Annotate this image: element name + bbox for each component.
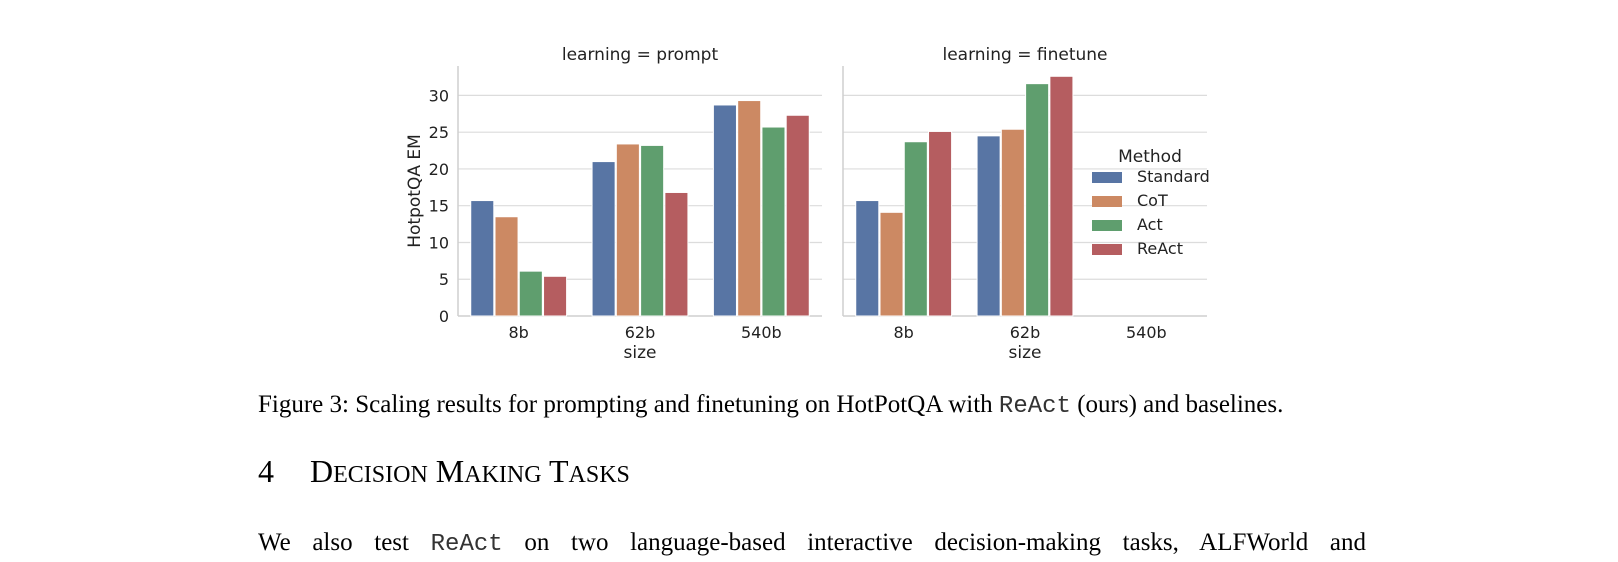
figure-caption: Figure 3: Scaling results for prompting … [258,390,1368,422]
panel-title: learning = finetune [942,45,1107,65]
x-tick-label: 8b [893,323,913,342]
y-tick-label: 20 [429,160,449,179]
y-tick-label: 15 [429,197,449,216]
caption-text-before: Scaling results for prompting and finetu… [355,391,993,418]
bar-standard-62b [976,135,1001,317]
x-tick-label: 62b [1010,323,1041,342]
x-tick-label: 540b [741,323,782,342]
bar-standard-540b [712,104,737,317]
bar-act-8b [518,270,543,317]
x-axis-label: size [1009,343,1042,363]
bar-cot-62b [1000,128,1025,317]
bar-standard-8b [855,200,880,317]
bar-cot-540b [737,100,762,317]
section-word-3-initial: T [548,453,569,489]
bar-act-62b [640,144,665,317]
bar-act-8b [903,141,928,317]
bar-cot-8b [494,216,519,317]
x-axis-label: size [624,343,657,363]
legend-entry-react: ReAct [1137,239,1183,258]
body-text-after: on two language-based interactive decisi… [524,529,1367,556]
legend-entry-standard: Standard [1137,167,1210,186]
bar-react-8b [543,275,568,317]
section-word-1-initial: D [310,453,334,489]
y-axis-label: HotpotQA EM [405,134,425,248]
bar-react-8b [928,130,953,317]
legend-swatch-react [1092,244,1122,255]
x-tick-label: 62b [625,323,656,342]
section-title: DECISION MAKING TASKS [310,453,630,489]
caption-text-after: (ours) and baselines. [1077,391,1284,418]
legend-title: Method [1118,147,1182,167]
bar-cot-8b [879,211,904,317]
legend-swatch-act [1092,220,1122,231]
legend-swatch-standard [1092,172,1122,183]
y-tick-label: 25 [429,123,449,142]
legend-entry-act: Act [1137,215,1163,234]
x-tick-label: 540b [1126,323,1167,342]
body-text-before: We also test [258,529,409,556]
panel-title: learning = prompt [562,45,719,65]
scaling-results-figure: learning = prompt 8b 62b 540b size learning =… [405,45,1210,363]
y-tick-label: 30 [429,86,449,105]
section-word-3-rest: ASKS [568,462,630,488]
x-tick-label: 8b [508,323,528,342]
caption-method-name: ReAct [998,393,1071,420]
bar-cot-62b [615,143,640,317]
bar-react-62b [1049,75,1074,317]
section-heading: 4 DECISION MAKING TASKS [258,452,630,494]
legend-swatch-cot [1092,196,1122,207]
y-tick-label: 0 [439,307,449,326]
section-word-2-rest: AKING [464,462,542,488]
bar-act-540b [761,126,786,317]
bar-standard-8b [470,200,495,317]
bar-react-540b [785,114,810,317]
bar-act-62b [1025,83,1050,317]
bar-standard-62b [591,161,616,317]
bar-react-62b [664,191,689,317]
legend-entry-cot: CoT [1137,191,1168,210]
body-paragraph: We also test ReAct on two language-based… [258,528,1366,560]
y-tick-label: 5 [439,270,449,289]
section-word-1-rest: ECISION [333,462,428,488]
chart-svg: learning = prompt 8b 62b 540b size learning =… [405,45,1210,363]
section-number: 4 [258,453,274,489]
y-tick-label: 10 [429,233,449,252]
section-word-2-initial: M [435,453,465,489]
body-method-name: ReAct [430,531,503,558]
caption-label: Figure 3: [258,391,349,418]
